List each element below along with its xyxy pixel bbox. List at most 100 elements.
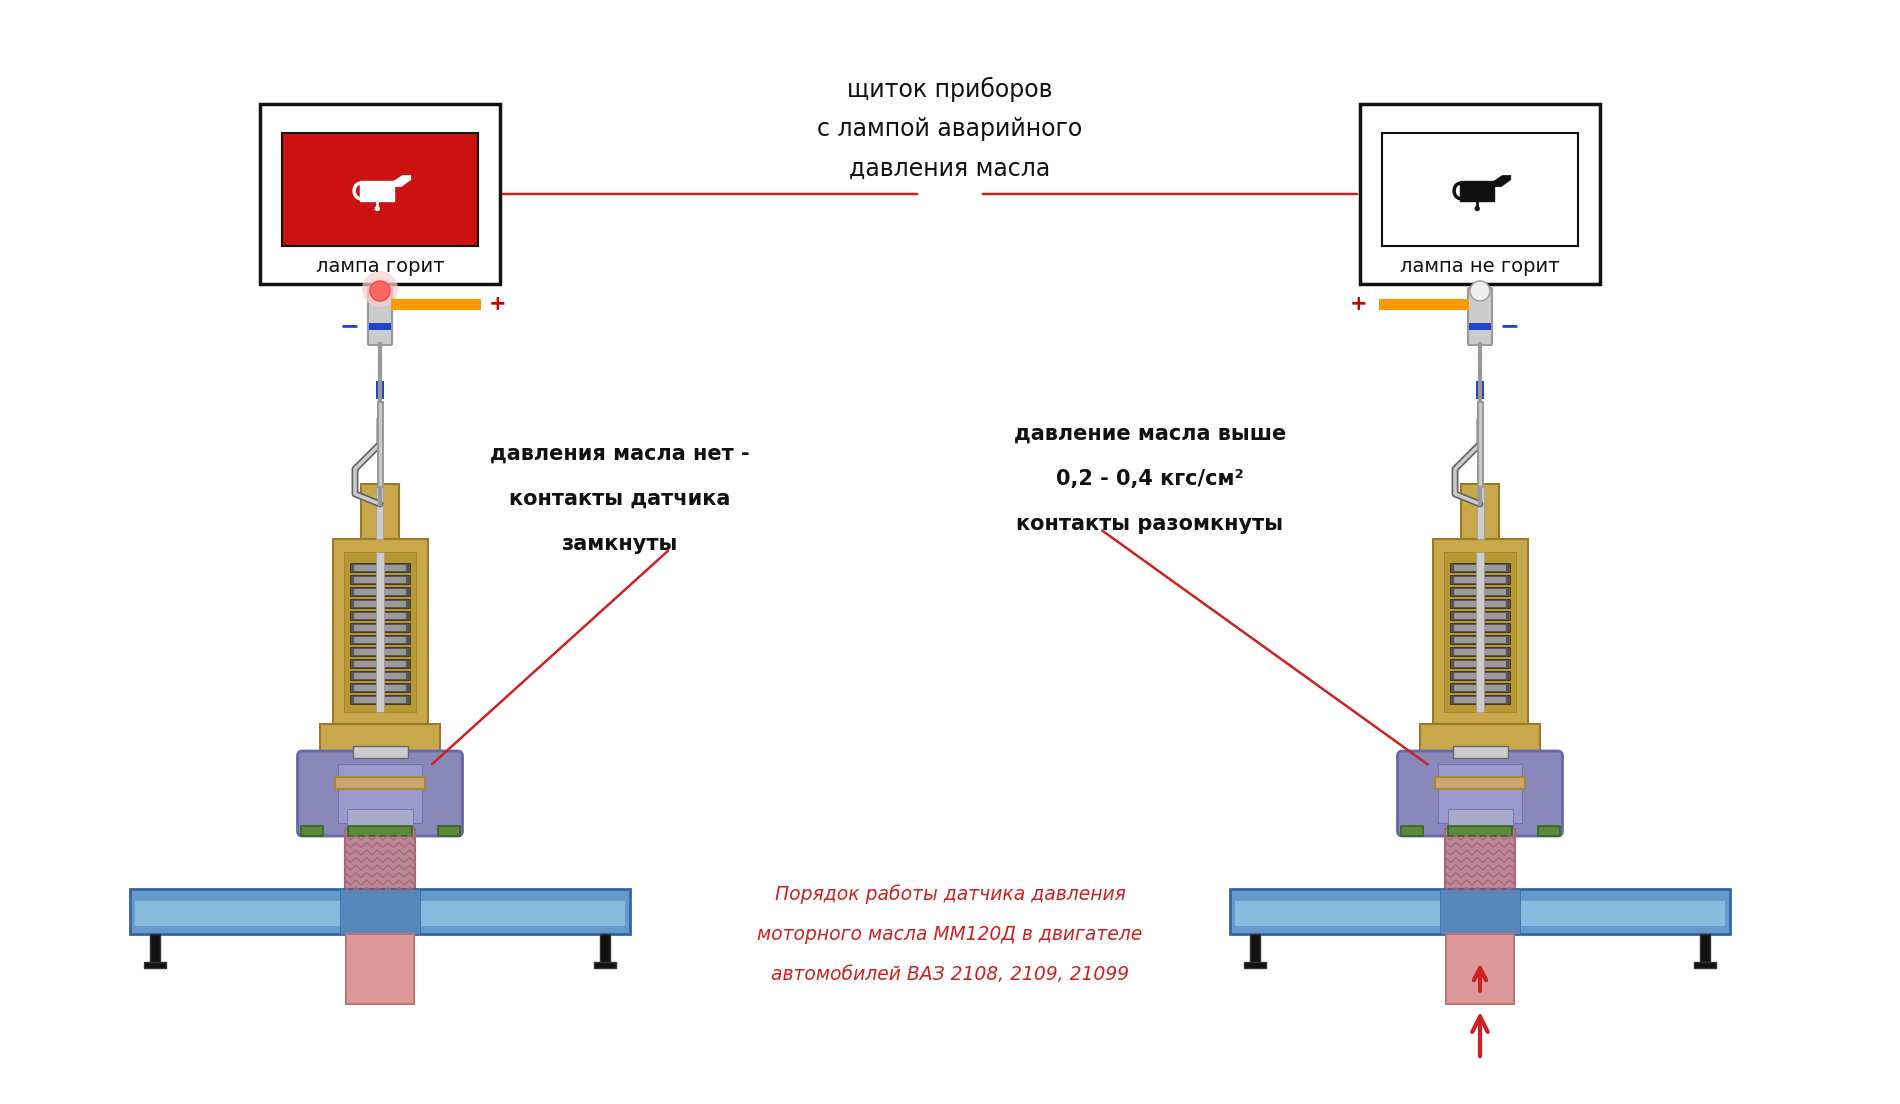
Bar (350, 611, 410, 620)
Bar (1360, 104, 1600, 284)
Bar (1250, 934, 1260, 962)
Bar (1450, 647, 1510, 656)
Bar (376, 484, 384, 539)
Bar (353, 601, 407, 607)
Bar (1450, 623, 1510, 631)
Circle shape (1471, 282, 1490, 301)
Bar (1454, 637, 1507, 643)
Bar (1450, 696, 1510, 704)
FancyBboxPatch shape (1469, 288, 1492, 344)
Bar (1444, 552, 1516, 712)
Bar (1450, 659, 1510, 668)
Bar (353, 590, 407, 595)
Text: замкнуты: замкнуты (562, 534, 678, 554)
Bar (1461, 484, 1499, 539)
Bar (334, 777, 426, 789)
Bar (1381, 132, 1579, 246)
Bar (350, 599, 410, 608)
Bar (1476, 484, 1484, 539)
Bar (1454, 577, 1507, 583)
Bar (348, 809, 412, 827)
Bar (350, 671, 410, 680)
Bar (1450, 611, 1510, 620)
Bar (332, 539, 428, 724)
Text: −: − (340, 315, 359, 339)
Bar (1476, 552, 1484, 712)
Bar (1235, 901, 1725, 926)
Bar (1400, 826, 1423, 836)
Bar (361, 484, 399, 539)
Text: давления масла нет -: давления масла нет - (490, 444, 750, 464)
FancyBboxPatch shape (369, 288, 391, 344)
Bar (340, 889, 420, 934)
Bar (391, 299, 481, 310)
Bar (129, 889, 631, 934)
Bar (353, 637, 407, 643)
Bar (1454, 697, 1507, 703)
Text: +: + (488, 295, 507, 315)
Bar (350, 587, 410, 596)
Bar (1454, 625, 1507, 631)
Bar (1450, 587, 1510, 596)
Bar (350, 563, 410, 572)
Bar (350, 647, 410, 656)
Polygon shape (1493, 176, 1510, 187)
Bar (1450, 599, 1510, 608)
Bar (353, 577, 407, 583)
Text: контакты датчика: контакты датчика (509, 489, 732, 509)
Bar (348, 826, 412, 836)
Bar (1454, 649, 1507, 655)
Bar (1434, 777, 1526, 789)
Bar (350, 683, 410, 692)
Text: моторного масла ММ120Д в двигателе: моторного масла ММ120Д в двигателе (758, 924, 1142, 944)
Bar (600, 934, 610, 962)
Bar (1695, 962, 1716, 968)
Bar (353, 697, 407, 703)
Bar (281, 132, 479, 246)
Circle shape (1474, 206, 1480, 211)
Bar (1448, 826, 1512, 836)
Bar (338, 764, 422, 822)
Bar (1433, 539, 1528, 724)
Bar (1454, 601, 1507, 607)
Text: лампа не горит: лампа не горит (1400, 256, 1560, 276)
Bar (1450, 563, 1510, 572)
Bar (353, 746, 407, 758)
Bar (1440, 889, 1520, 934)
Bar (1476, 381, 1484, 399)
Circle shape (370, 282, 389, 301)
Bar (376, 381, 384, 399)
Bar (353, 613, 407, 619)
Bar (1454, 661, 1507, 667)
Text: Порядок работы датчика давления: Порядок работы датчика давления (775, 884, 1125, 904)
Text: щиток приборов: щиток приборов (847, 76, 1053, 102)
Bar (1419, 724, 1541, 756)
Bar (437, 826, 460, 836)
Bar (319, 724, 441, 756)
Bar (150, 934, 160, 962)
Bar (350, 623, 410, 631)
Bar (1454, 565, 1507, 571)
Bar (350, 659, 410, 668)
Bar (1446, 934, 1514, 1004)
Bar (353, 661, 407, 667)
Bar (353, 649, 407, 655)
Bar (376, 552, 384, 712)
Bar (350, 635, 410, 644)
Bar (1244, 962, 1265, 968)
Bar (135, 901, 625, 926)
Bar (1229, 889, 1731, 934)
Text: давление масла выше: давление масла выше (1015, 424, 1286, 444)
Bar (1537, 826, 1560, 836)
Bar (369, 322, 391, 330)
Bar (1700, 934, 1710, 962)
Circle shape (374, 206, 380, 211)
Bar (260, 104, 500, 284)
Bar (1469, 322, 1492, 330)
Bar (595, 962, 616, 968)
Text: контакты разомкнуты: контакты разомкнуты (1017, 514, 1284, 534)
Bar (1454, 673, 1507, 679)
Bar (353, 684, 407, 691)
Circle shape (363, 270, 397, 307)
Polygon shape (1461, 181, 1493, 201)
